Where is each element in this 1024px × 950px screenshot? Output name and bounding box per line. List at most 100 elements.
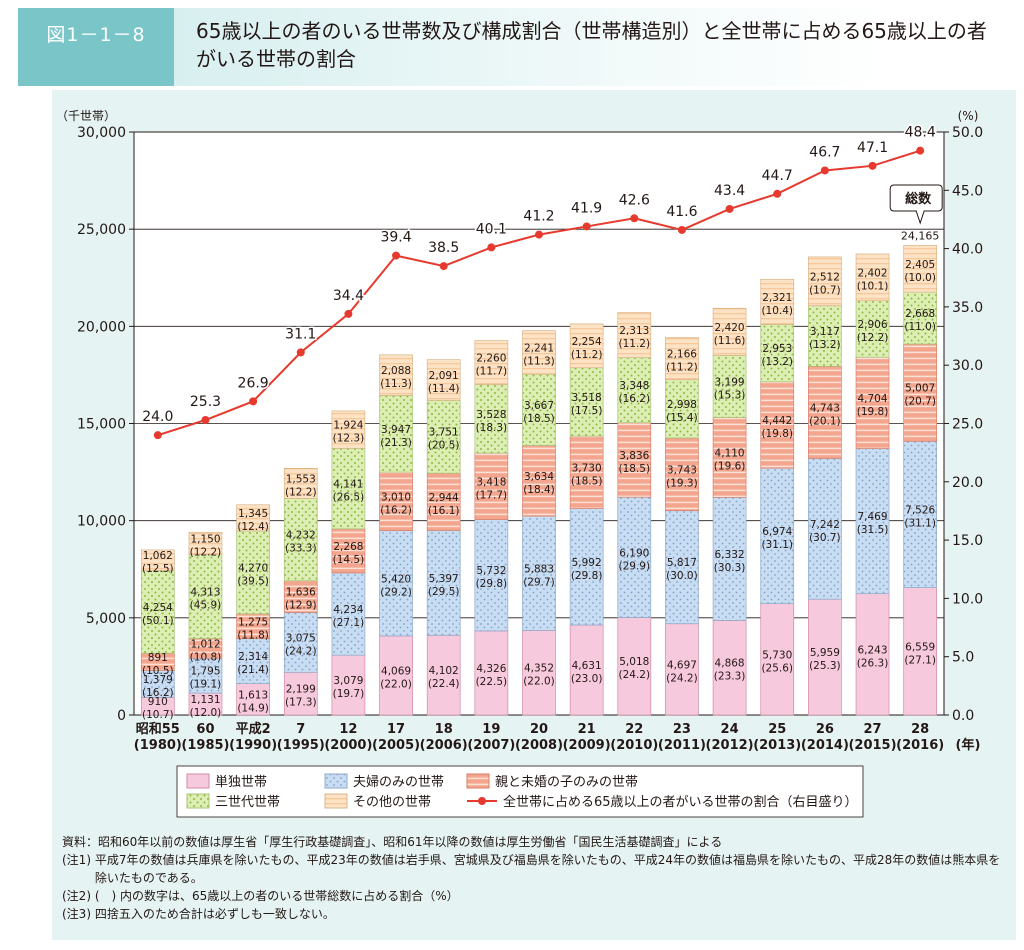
bar-segment [236,613,270,640]
bar-share-label: (16.2) [619,393,651,405]
legend-label: 単独世帯 [215,774,267,790]
bar-share-label: (30.3) [714,562,746,574]
y-right-tick-label: 45.0 [952,183,983,199]
ratio-value-label: 48.4 [905,125,936,141]
bar-value-label: 2,314 [238,651,268,663]
bar-share-label: (12.2) [285,486,317,498]
bar-share-label: (15.4) [666,412,698,424]
legend-swatch [466,773,490,789]
ratio-point [153,431,162,440]
bar-share-label: (12.4) [237,521,269,533]
bar-share-label: (11.7) [476,366,508,378]
bar-value-label: 2,998 [667,399,697,411]
bar-share-label: (10.7) [142,709,174,721]
y-left-tick-label: 15,000 [77,417,126,433]
bar-value-label: 1,636 [286,587,316,599]
bar-share-label: (29.7) [523,576,555,588]
bar-segment [808,458,842,600]
bar-value-label: 3,528 [476,409,506,421]
bar-value-label: 1,795 [190,666,220,678]
legend-box [176,765,864,818]
note-row: (注2) ( ) 内の数字は、65歳以上の者のいる世帯総数に占める割合（%） [62,887,1012,905]
bar-segment [760,603,795,716]
y-left-tick-label: 10,000 [77,514,126,530]
bar-value-label: 5,732 [476,565,506,577]
y-right-tick-label: 50.0 [952,125,983,141]
bar-value-label: 4,270 [238,562,268,574]
bar-value-label: 1,613 [238,689,268,701]
bar-segment [474,452,509,520]
x-tick-year: (2007) [467,738,515,753]
bar-segment [569,624,604,716]
bar-share-label: (24.2) [619,669,651,681]
bar-segment [522,630,556,716]
bar-value-label: 4,631 [572,660,602,672]
x-tick-year: (1990) [229,738,277,753]
bar-share-label: (19.7) [333,688,365,700]
figure-header: 図1－1－8 65歳以上の者のいる世帯数及び構成割合（世帯構造別）と全世帯に占め… [18,8,1018,86]
bar-share-label: (18.3) [476,422,508,434]
bar-share-label: (50.1) [142,615,174,627]
bar-value-label: 6,332 [715,549,745,561]
bar-value-label: 3,418 [476,476,506,488]
bar-segment [331,447,366,530]
y-right-tick-label: 0.0 [952,708,974,724]
bar-share-label: (15.3) [714,389,746,401]
bar-segment [236,504,270,532]
bar-segment [379,530,413,637]
bar-value-label: 2,402 [857,267,887,279]
bar-share-label: (26.3) [857,657,889,669]
bar-value-label: 2,091 [429,370,459,382]
data-labels: 910(10.7)1,379(16.2)891(10.5)4,254(50.1)… [142,184,943,721]
bar-segment [283,467,318,499]
bar-value-label: 3,199 [715,376,745,388]
bar-value-label: 2,668 [905,308,935,320]
ratio-point [201,416,210,425]
bar-value-label: 4,110 [715,447,745,459]
bar-share-label: (18.5) [619,463,651,475]
bar-value-label: 3,075 [286,632,316,644]
bar-segment [903,291,938,345]
ratio-value-label: 40.1 [476,221,507,237]
y-right-tick-label: 35.0 [952,300,983,316]
bar-segment [188,531,223,556]
ratio-point [582,222,591,231]
bar-share-label: (11.0) [904,321,936,333]
ratio-line: 24.0 25.3 26.9 31.1 34.4 39.4 38.5 40.1 41.2 41.9… [141,123,937,440]
bar-segment [569,323,604,369]
note-prefix: (注1) [62,853,95,867]
bar-share-label: (12.3) [333,433,365,445]
bar-segment [569,435,604,509]
x-tick-year: (2015) [848,738,896,753]
bar-share-label: (16.2) [142,687,174,699]
bar-share-label: (11.6) [714,335,746,347]
bar-value-label: 3,117 [810,326,840,338]
bar-segment [760,324,795,383]
x-tick-label: 21 [578,722,596,737]
x-tick-label: 28 [911,722,929,737]
bar-segment [474,384,509,454]
ratio-point [725,204,734,213]
ratio-point [677,225,686,234]
bar-share-label: (23.0) [571,673,603,685]
bar-segment [712,496,747,621]
bar-value-label: 2,906 [857,319,887,331]
bar-segment [379,354,413,396]
bar-value-label: 4,234 [333,604,363,616]
bar-share-label: (10.7) [809,284,841,296]
bar-share-label: (25.3) [809,660,841,672]
bar-value-label: 4,232 [286,530,316,542]
bar-segment [712,417,747,498]
ratio-point [916,146,925,155]
bar-segment [474,519,509,632]
bar-share-label: (22.5) [476,676,508,688]
bar-value-label: 2,944 [429,492,459,504]
bar-share-label: (19.8) [857,406,889,418]
note-text: 平成7年の数値は兵庫県を除いたもの、平成23年の数値は岩手県、宮城県及び福島県を… [94,853,1001,885]
bar-segment [855,448,890,595]
notes: 資料： 昭和60年以前の数値は厚生省「厚生行政基礎調査」、昭和61年以降の数値は厚… [62,833,1012,923]
bar-segment [474,340,509,385]
bar-value-label: 2,313 [619,325,649,337]
bar-share-label: (17.3) [285,697,317,709]
